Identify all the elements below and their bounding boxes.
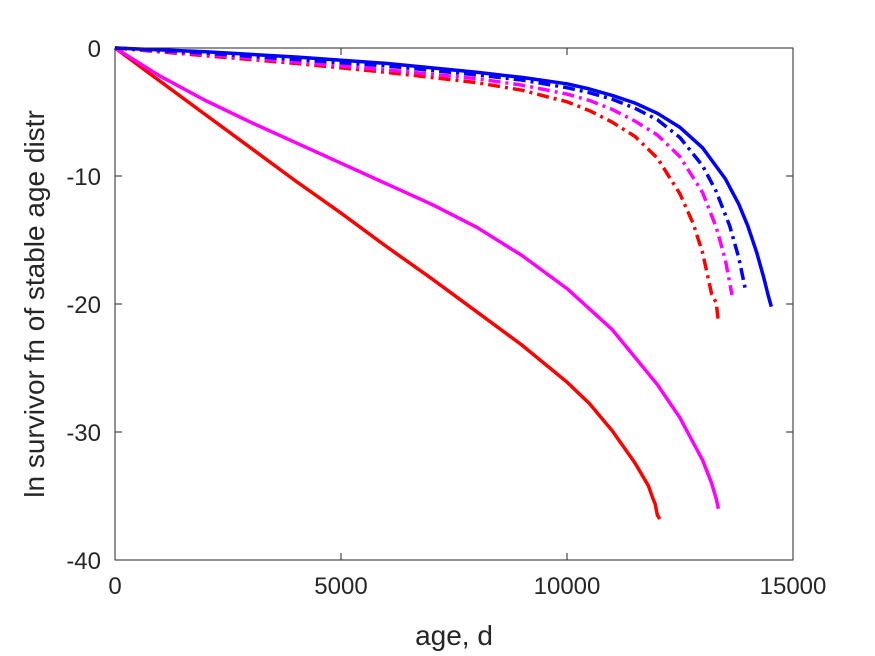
x-tick-label: 10000 [534,573,601,600]
series-line-4 [114,46,734,296]
y-tick-label: -40 [66,548,101,575]
x-tick-label: 5000 [314,573,367,600]
series-line-6 [114,46,773,308]
y-axis-label: ln survivor fn of stable age distr [19,110,50,498]
y-tick-label: 0 [88,36,101,63]
tick-layer: 0 5000 10000 15000 0 -10 -20 -30 -40 [66,36,826,600]
series-line-5 [114,46,748,291]
y-tick-label: -30 [66,420,101,447]
series-line-2 [114,46,721,510]
y-tick-label: -10 [66,164,101,191]
x-tick-label: 0 [108,573,121,600]
y-tick-label: -20 [66,292,101,319]
series-line-1 [113,46,662,520]
x-tick-label: 15000 [760,573,827,600]
series-layer [113,46,773,520]
series-line-3 [114,46,721,323]
x-axis-label: age, d [415,620,493,651]
